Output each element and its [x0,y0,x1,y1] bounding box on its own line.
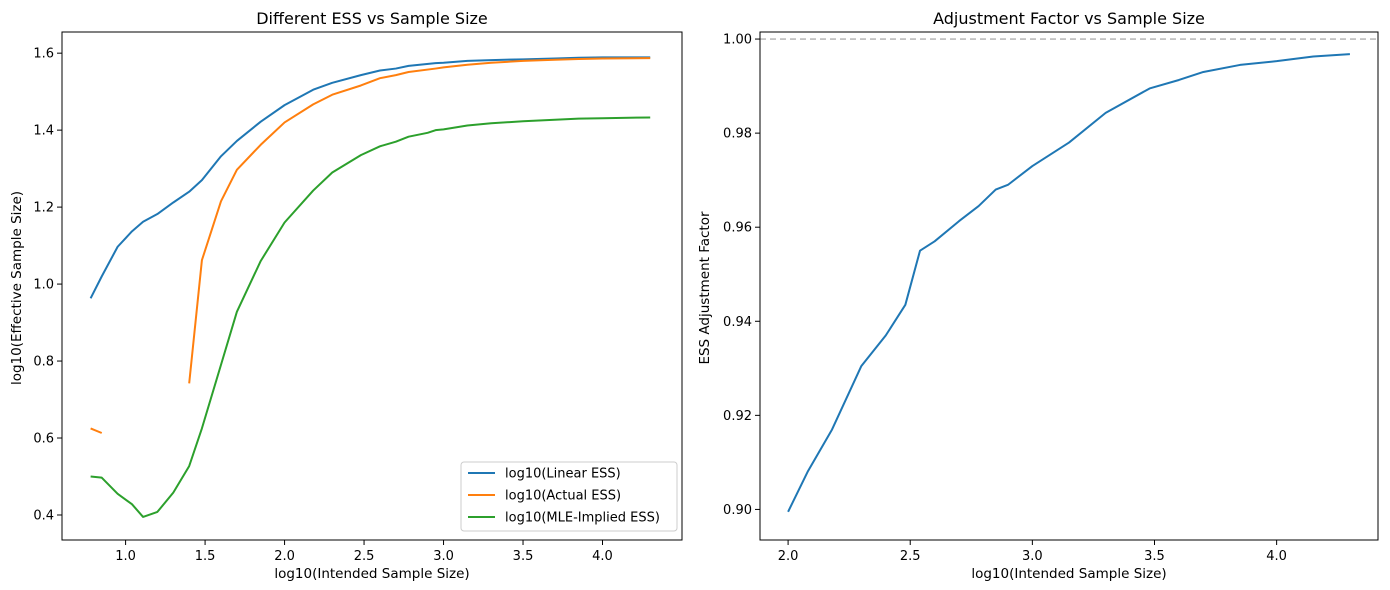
legend-label-linear-ess: log10(Linear ESS) [505,467,621,482]
x-tick-label: 3.5 [513,549,534,564]
y-tick-label: 1.2 [33,201,54,216]
x-tick-label: 1.0 [115,549,136,564]
x-tick-label: 2.0 [778,549,799,564]
x-tick-label: 2.5 [900,549,921,564]
right-chart-plot-area: 2.0 2.5 3.0 3.5 4.0 0.90 0.92 0.94 0.96 0.98 1.00 [723,31,1379,564]
y-tick-label: 0.92 [723,409,752,424]
legend-label-actual-ess: log10(Actual ESS) [505,489,621,504]
series-line-2-segment-0 [90,116,651,518]
x-tick-label: 3.0 [433,549,454,564]
y-tick-label: 0.8 [33,355,54,370]
x-tick-label: 2.5 [354,549,375,564]
y-tick-label: 1.6 [33,47,54,62]
y-tick-label: 0.6 [33,432,54,447]
plot-frame [61,31,683,541]
legend-label-mle-implied-ess: log10(MLE-Implied ESS) [505,511,660,526]
left-chart-panel: Different ESS vs Sample Size log10(Inten… [9,9,683,582]
y-tick-label: 1.4 [33,124,54,139]
x-tick-label: 3.5 [1144,549,1165,564]
y-tick-label: 0.94 [723,315,752,330]
y-tick-label: 0.4 [33,508,54,523]
y-tick-label: 0.90 [723,503,752,518]
x-tick-label: 1.5 [195,549,216,564]
y-tick-label: 1.00 [723,33,752,48]
series-line-0-segment-0 [89,56,651,299]
y-tick-label: 0.96 [723,221,752,236]
x-tick-label: 4.0 [592,549,613,564]
right-chart-panel: Adjustment Factor vs Sample Size log10(I… [697,9,1379,582]
y-tick-label: 0.98 [723,127,752,142]
x-tick-label: 4.0 [1266,549,1287,564]
x-tick-label: 2.0 [274,549,295,564]
left-chart-title: Different ESS vs Sample Size [256,9,488,28]
y-tick-label: 1.0 [33,278,54,293]
x-tick-label: 3.0 [1022,549,1043,564]
legend-frame [460,461,678,532]
right-chart-xlabel: log10(Intended Sample Size) [971,566,1166,582]
left-chart-plot-area: 1.0 1.5 2.0 2.5 3.0 3.5 4.0 0.4 0.6 0.8 1.0 1.2 1.4 1… [33,31,683,564]
right-chart-ylabel: ESS Adjustment Factor [697,211,713,365]
left-chart-xlabel: log10(Intended Sample Size) [274,566,469,582]
series-line-0-segment-0 [787,53,1350,513]
right-chart-title: Adjustment Factor vs Sample Size [933,9,1205,28]
left-chart-legend: log10(Linear ESS) log10(Actual ESS) log1… [460,461,678,532]
series-line-1-segment-1 [188,57,651,384]
plot-frame [759,31,1379,541]
series-line-1-segment-0 [90,427,103,434]
left-chart-ylabel: log10(Effective Sample Size) [9,191,25,385]
